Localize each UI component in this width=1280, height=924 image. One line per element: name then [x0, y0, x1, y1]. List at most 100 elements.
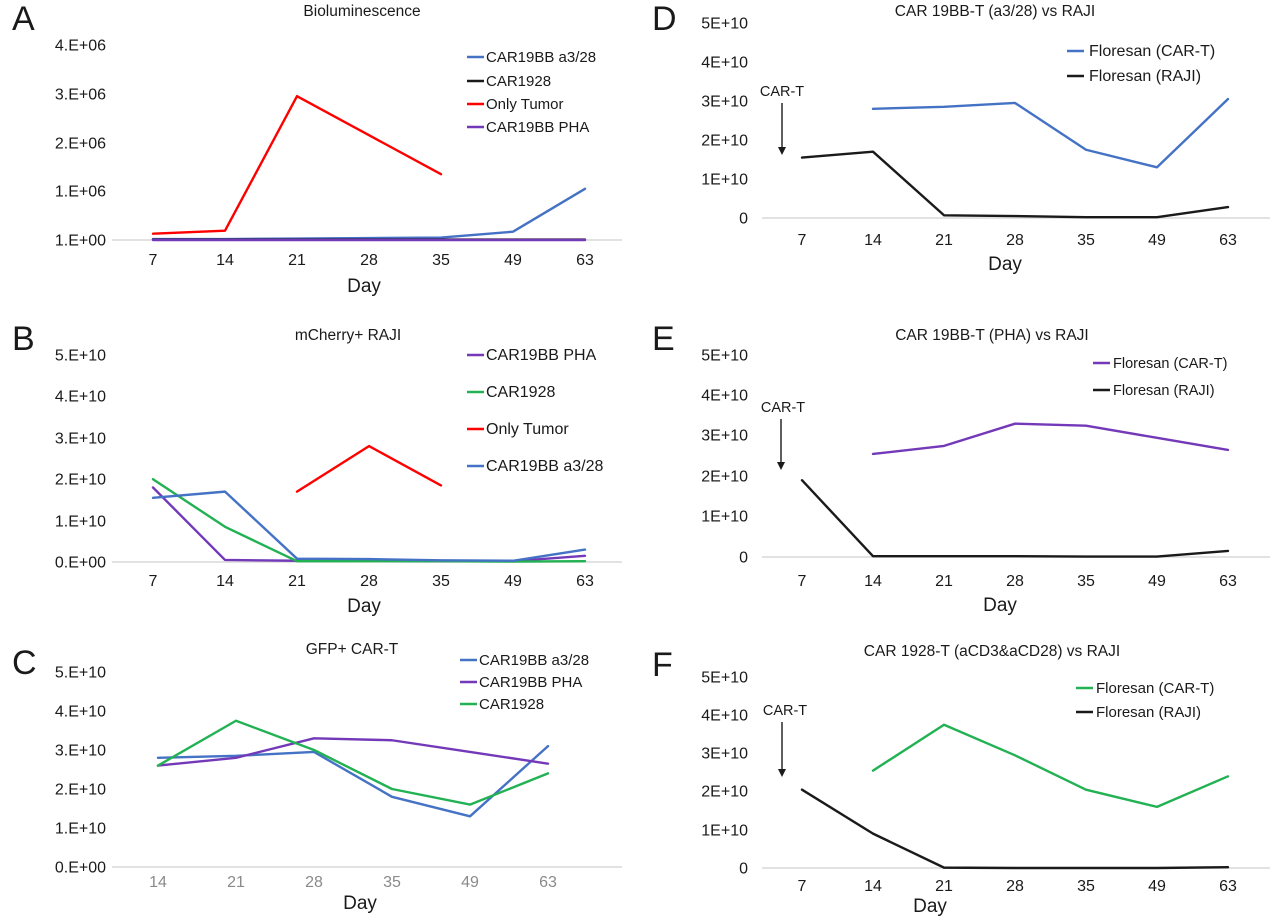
x-tick-label: 35: [1077, 573, 1095, 590]
x-tick-label: 28: [1006, 878, 1024, 895]
chart-title: CAR 19BB-T (a3/28) vs RAJI: [895, 3, 1095, 20]
x-tick-label: 21: [227, 874, 245, 891]
x-tick-label: 14: [864, 232, 882, 249]
panel-letter-f: F: [652, 646, 673, 684]
x-tick-label: 35: [432, 252, 450, 269]
x-tick-label: 28: [1006, 573, 1024, 590]
y-tick-label: 2.E+10: [55, 782, 106, 799]
x-tick-label: 28: [360, 573, 378, 590]
series-line-floresan-car-t: [871, 422, 1230, 456]
y-tick-label: 5E+10: [701, 348, 748, 365]
y-tick-label: 1E+10: [701, 823, 748, 840]
chart-title: CAR 1928-T (aCD3&aCD28) vs RAJI: [864, 643, 1120, 660]
y-tick-label: 2E+10: [701, 133, 748, 150]
panel-e: E CAR 19BB-T (PHA) vs RAJI 5E+10 4E+10 3E+1…: [640, 300, 1280, 620]
x-tick-label: 49: [1148, 573, 1166, 590]
chart-title: CAR 19BB-T (PHA) vs RAJI: [895, 327, 1089, 344]
series-line-car19bb-pha: [156, 737, 550, 767]
x-tick-label: 7: [149, 573, 158, 590]
annotation-arrowhead-icon: [778, 769, 786, 777]
legend-label-floresan-car-t: Floresan (CAR-T): [1089, 43, 1215, 60]
chart-bioluminescence: Bioluminescence 4.E+06 3.E+06 2.E+06 1.E+06 1…: [55, 3, 622, 297]
series-line-floresan-raji: [800, 479, 1230, 558]
x-tick-label: 14: [864, 573, 882, 590]
x-tick-label: 35: [383, 874, 401, 891]
y-tick-label: 1.E+00: [55, 233, 106, 250]
x-axis-title: Day: [988, 254, 1022, 275]
y-tick-label: 4E+10: [701, 388, 748, 405]
x-axis-title: Day: [983, 595, 1017, 616]
x-tick-label: 63: [539, 874, 557, 891]
annotation-label: CAR-T: [763, 703, 807, 719]
annotation-label: CAR-T: [760, 84, 804, 100]
series-line-car19bb-a3-28: [156, 744, 550, 818]
chart-mcherry-raji: mCherry+ RAJI 5.E+10 4.E+10 3.E+10 2.E+10 1.E…: [55, 327, 622, 617]
legend-label-car19bb-pha: CAR19BB PHA: [486, 119, 589, 136]
x-tick-label: 14: [216, 252, 234, 269]
legend-label-only-tumor: Only Tumor: [486, 421, 569, 438]
panel-c: C GFP+ CAR-T 5.E+10 4.E+10 3.E+10 2.E+10 1.E+…: [0, 620, 640, 924]
panel-d: D CAR 19BB-T (a3/28) vs RAJI 5E+10 4E+10 3E…: [640, 0, 1280, 300]
panel-f: F CAR 1928-T (aCD3&aCD28) vs RAJI 5E+10 4E…: [640, 620, 1280, 924]
legend-label-car1928: CAR1928: [486, 73, 551, 90]
y-tick-label: 5E+10: [701, 670, 748, 687]
x-tick-label: 63: [576, 252, 594, 269]
panel-letter-b: B: [12, 320, 35, 358]
x-tick-label: 7: [149, 252, 158, 269]
chart-gfp-cart: GFP+ CAR-T 5.E+10 4.E+10 3.E+10 2.E+10 1.E+10…: [55, 641, 622, 914]
y-tick-label: 1E+10: [701, 509, 748, 526]
legend-label-floresan-car-t: Floresan (CAR-T): [1096, 680, 1214, 697]
y-tick-label: 0.E+00: [55, 555, 106, 572]
chart-car19bb-a328-vs-raji: CAR 19BB-T (a3/28) vs RAJI 5E+10 4E+10 3E+1…: [701, 3, 1270, 275]
series-line-car1928: [156, 719, 550, 806]
x-tick-label: 7: [798, 232, 807, 249]
chart-car19bb-pha-vs-raji: CAR 19BB-T (PHA) vs RAJI 5E+10 4E+10 3E+10 2…: [701, 327, 1270, 616]
panel-letter-a: A: [12, 0, 35, 38]
y-tick-label: 4E+10: [701, 55, 748, 72]
x-tick-label: 63: [1219, 232, 1237, 249]
y-tick-label: 3E+10: [701, 428, 748, 445]
y-tick-label: 4E+10: [701, 708, 748, 725]
x-tick-label: 49: [1148, 232, 1166, 249]
x-tick-label: 14: [216, 573, 234, 590]
x-tick-label: 28: [1006, 232, 1024, 249]
x-tick-label: 21: [288, 252, 306, 269]
y-tick-label: 3E+10: [701, 94, 748, 111]
series-line-only-tumor: [295, 444, 443, 493]
x-tick-label: 28: [360, 252, 378, 269]
x-tick-label: 49: [504, 573, 522, 590]
series-line-floresan-car-t: [871, 723, 1230, 809]
legend-label-floresan-car-t: Floresan (CAR-T): [1113, 356, 1227, 372]
y-tick-label: 4.E+10: [55, 704, 106, 721]
x-tick-label: 49: [1148, 878, 1166, 895]
y-tick-label: 0: [739, 211, 748, 228]
panel-b: B mCherry+ RAJI 5.E+10 4.E+10 3.E+10 2.E+10 1…: [0, 300, 640, 620]
y-tick-label: 0: [739, 550, 748, 567]
panel-letter-c: C: [12, 644, 37, 682]
x-tick-label: 21: [288, 573, 306, 590]
x-tick-label: 49: [461, 874, 479, 891]
y-tick-label: 1.E+10: [55, 514, 106, 531]
legend-label-car19bb-pha: CAR19BB PHA: [486, 347, 597, 364]
x-tick-label: 63: [1219, 878, 1237, 895]
series-line-floresan-car-t: [871, 97, 1230, 169]
y-tick-label: 1.E+06: [55, 184, 106, 201]
y-tick-label: 3.E+10: [55, 743, 106, 760]
legend-label-only-tumor: Only Tumor: [486, 96, 564, 113]
y-tick-label: 1.E+10: [55, 821, 106, 838]
y-tick-label: 0: [739, 861, 748, 878]
y-tick-label: 3.E+10: [55, 431, 106, 448]
x-tick-label: 63: [576, 573, 594, 590]
y-tick-label: 3.E+06: [55, 87, 106, 104]
legend-label-car1928: CAR1928: [486, 384, 555, 401]
y-tick-label: 1E+10: [701, 172, 748, 189]
panel-letter-d: D: [652, 0, 677, 38]
series-line-car19bb-a3-28: [151, 490, 587, 562]
legend-label-floresan-raji: Floresan (RAJI): [1096, 704, 1201, 721]
panel-letter-e: E: [652, 320, 675, 358]
y-tick-label: 2E+10: [701, 784, 748, 801]
y-tick-label: 5E+10: [701, 16, 748, 33]
chart-title: Bioluminescence: [303, 3, 420, 20]
y-tick-label: 0.E+00: [55, 860, 106, 877]
